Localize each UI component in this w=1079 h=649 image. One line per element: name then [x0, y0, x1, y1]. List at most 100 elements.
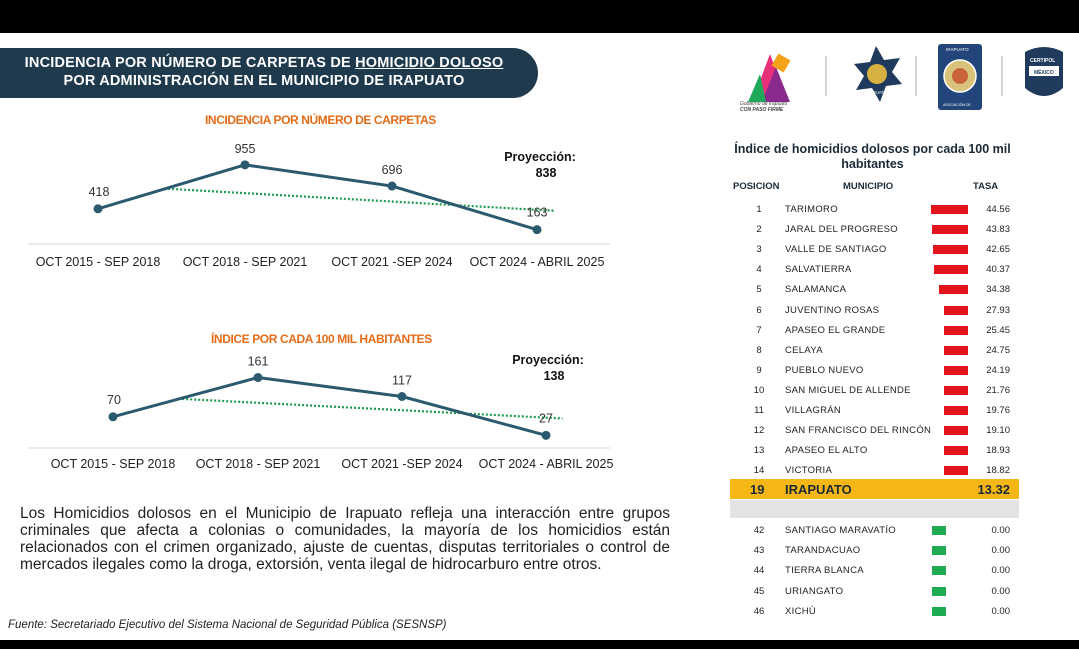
chart1-category-2: OCT 2021 -SEP 2024 [331, 255, 452, 269]
description-paragraph: Los Homicidios dolosos en el Municipio d… [20, 505, 670, 573]
header-municipio: MUNICIPIO [843, 181, 894, 192]
row-bar [932, 546, 946, 556]
row-position: 44 [753, 565, 765, 577]
row-position: 14 [753, 465, 765, 477]
chart2-value-label-0: 70 [107, 393, 121, 407]
row-municipio: VILLAGRÁN [785, 405, 842, 416]
chart1-point-3 [532, 225, 542, 235]
chart2-value-label-2: 117 [392, 374, 412, 388]
table-row: 2 JARAL DEL PROGRESO 43.83 [728, 220, 1020, 240]
highlight-pos: 19 [750, 482, 765, 497]
banner-line1-underlined: HOMICIDIO DOLOSO [355, 55, 504, 71]
badge-bottom: ASOCIACIÓN DE [943, 102, 971, 107]
title-banner: INCIDENCIA POR NÚMERO DE CARPETAS DE HOM… [0, 48, 538, 98]
row-rate: 19.76 [986, 405, 1010, 416]
chart1: 418 955 696 163 OCT 2015 - SEP 2018 OCT 2018 … [28, 142, 610, 269]
row-municipio: SANTIAGO MARAVATÍO [785, 525, 896, 536]
gov-logo: Gobierno de Irapuato CON PASO FIRME [740, 53, 791, 113]
top-black-bar [0, 0, 1079, 33]
gap-separator [730, 500, 1019, 518]
row-bar [944, 305, 968, 315]
chart1-point-2 [387, 181, 397, 191]
table-row: 42 SANTIAGO MARAVATÍO 0.00 [728, 521, 1020, 541]
row-rate: 43.83 [986, 224, 1010, 236]
row-bar [944, 406, 968, 415]
table-row: 3 VALLE DE SANTIAGO 42.65 [728, 240, 1020, 260]
chart1-point-1 [240, 160, 250, 170]
chart1-title: INCIDENCIA POR NÚMERO DE CARPETAS [205, 113, 436, 127]
row-position: 43 [753, 545, 765, 557]
row-rate: 25.45 [986, 324, 1010, 336]
row-municipio: URIANGATO [785, 585, 844, 597]
banner-line1-pre: INCIDENCIA POR NÚMERO DE CARPETAS DE [24, 55, 356, 71]
chart2-category-1: OCT 2018 - SEP 2021 [196, 457, 321, 471]
chart2-point-3 [541, 430, 551, 440]
chart1-category-0: OCT 2015 - SEP 2018 [36, 255, 161, 269]
row-municipio: SAN FRANCISCO DEL RINCÓN [785, 425, 932, 437]
row-position: 8 [756, 344, 762, 356]
row-bar [932, 245, 968, 255]
row-municipio: VICTORIA [785, 465, 833, 477]
row-bar [944, 325, 968, 335]
certipol-sub: MÉXICO [1034, 68, 1054, 76]
row-bar [944, 345, 968, 355]
table-row: 9 PUEBLO NUEVO 24.19 [728, 361, 1020, 381]
row-rate: 24.75 [986, 344, 1010, 356]
table-title: Índice de homicidios dolosos por cada 10… [734, 142, 1011, 171]
chart2-point-1 [253, 373, 263, 383]
table-row: 44 TIERRA BLANCA 0.00 [728, 561, 1020, 581]
chart1-series-line [97, 163, 538, 232]
table-row: 5 SALAMANCA 34.38 [728, 280, 1020, 300]
row-bar [932, 526, 946, 535]
row-municipio: APASEO EL GRANDE [785, 324, 886, 336]
row-bar [944, 466, 968, 476]
chart1-category-3: OCT 2024 - ABRIL 2025 [470, 255, 605, 269]
row-position: 45 [753, 585, 765, 597]
row-municipio: JARAL DEL PROGRESO [785, 224, 898, 236]
row-position: 11 [754, 405, 764, 416]
row-rate: 0.00 [991, 525, 1011, 536]
row-rate: 0.00 [991, 605, 1011, 617]
table-row: 10 SAN MIGUEL DE ALLENDE 21.76 [728, 381, 1020, 401]
chart1-trendline [164, 187, 554, 212]
row-municipio: SALAMANCA [785, 284, 847, 296]
banner-line2: POR ADMINISTRACIÓN EN EL MUNICIPIO DE IR… [63, 73, 465, 89]
police-label: IRAPUATO [865, 90, 888, 95]
row-rate: 21.76 [986, 384, 1010, 396]
row-municipio: XICHÚ [785, 605, 817, 617]
chart1-category-1: OCT 2018 - SEP 2021 [183, 255, 308, 269]
row-position: 9 [756, 364, 762, 376]
chart2-projection-value: 138 [544, 369, 565, 383]
row-municipio: PUEBLO NUEVO [785, 364, 864, 376]
row-rate: 19.10 [986, 425, 1010, 437]
table-row: 46 XICHÚ 0.00 [728, 602, 1020, 622]
chart2-value-label-3: 27 [539, 411, 553, 425]
row-rate: 18.82 [986, 465, 1010, 477]
table-row: 12 SAN FRANCISCO DEL RINCÓN 19.10 [728, 421, 1020, 441]
row-position: 1 [756, 204, 762, 215]
row-position: 2 [756, 224, 762, 236]
certipol-text: CERTIPOL [1030, 58, 1055, 64]
row-position: 12 [753, 425, 765, 437]
row-municipio: TARANDACUAO [785, 545, 861, 557]
row-rate: 18.93 [986, 445, 1010, 457]
row-position: 4 [756, 264, 762, 276]
row-rate: 0.00 [991, 545, 1011, 557]
table-row: 14 VICTORIA 18.82 [728, 461, 1020, 481]
chart1-point-0 [93, 204, 103, 214]
chart1-value-label-0: 418 [89, 185, 110, 199]
row-municipio: SALVATIERRA [785, 264, 852, 276]
row-rate: 42.65 [986, 244, 1010, 256]
row-position: 42 [753, 525, 765, 536]
row-bar [931, 205, 968, 214]
row-municipio: TIERRA BLANCA [785, 565, 864, 577]
row-bar [944, 446, 968, 456]
gov-caption: Gobierno de Irapuato [740, 101, 787, 107]
header-position: POSICION [733, 181, 780, 192]
row-municipio: APASEO EL ALTO [785, 445, 868, 457]
row-bar [939, 285, 968, 295]
row-municipio: JUVENTINO ROSAS [785, 304, 880, 316]
table-row: 13 APASEO EL ALTO 18.93 [728, 441, 1020, 461]
chart2-trendline [178, 397, 563, 420]
row-municipio: TARIMORO [785, 204, 838, 215]
